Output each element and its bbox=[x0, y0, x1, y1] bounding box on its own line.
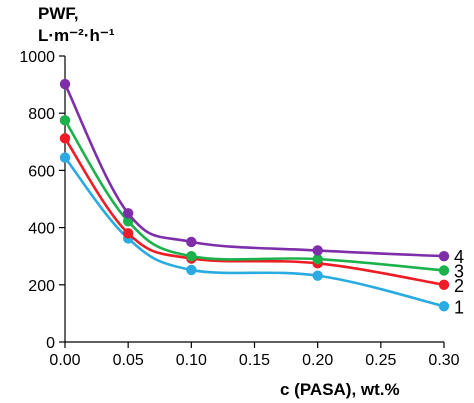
y-tick-label: 400 bbox=[28, 221, 55, 238]
data-point-series-2 bbox=[59, 133, 71, 144]
x-tick-label: 0.25 bbox=[365, 352, 396, 369]
series-label-2: 2 bbox=[454, 276, 464, 296]
series-line-3 bbox=[63, 119, 446, 272]
series-label-3: 3 bbox=[454, 262, 464, 282]
x-tick-label: 0.00 bbox=[49, 352, 80, 369]
data-point-series-1 bbox=[312, 270, 323, 281]
x-tick-label: 0.15 bbox=[239, 352, 270, 369]
y-axis-label-line-1: PWF, bbox=[38, 4, 79, 23]
series-line-2 bbox=[63, 137, 446, 287]
data-point-series-4 bbox=[438, 251, 450, 262]
data-point-series-2 bbox=[122, 228, 134, 239]
x-tick-label: 0.20 bbox=[302, 352, 333, 369]
series-line-4 bbox=[63, 82, 446, 258]
y-tick-label: 200 bbox=[28, 278, 55, 295]
y-tick-label: 600 bbox=[28, 163, 55, 180]
data-point-series-1 bbox=[59, 152, 71, 163]
data-point-series-3 bbox=[59, 115, 71, 126]
data-point-series-4 bbox=[122, 208, 134, 219]
data-point-series-1 bbox=[438, 301, 450, 312]
y-axis-label-line-2: L·m⁻²·h⁻¹ bbox=[38, 26, 115, 45]
x-tick-label: 0.30 bbox=[428, 352, 459, 369]
y-tick-label: 800 bbox=[28, 106, 55, 123]
series-line-1 bbox=[63, 156, 446, 308]
data-point-series-3 bbox=[186, 251, 197, 262]
y-tick-label: 1000 bbox=[19, 49, 55, 66]
data-point-series-4 bbox=[186, 236, 197, 248]
data-point-series-1 bbox=[186, 264, 197, 276]
x-ticks: 0.00 0.05 0.10 0.15 0.20 0.25 0.30 bbox=[49, 342, 460, 369]
series-label-4: 4 bbox=[454, 247, 464, 267]
data-point-series-2 bbox=[438, 279, 450, 290]
y-ticks: 0 200 400 600 800 1000 bbox=[19, 49, 65, 352]
data-point-series-3 bbox=[122, 216, 134, 227]
x-tick-label: 0.05 bbox=[113, 352, 144, 369]
data-point-series-4 bbox=[59, 78, 71, 90]
data-point-series-3 bbox=[312, 253, 323, 265]
x-axis-label: c (PASA), wt.% bbox=[280, 380, 400, 399]
y-tick-label: 0 bbox=[46, 335, 55, 352]
data-point-series-4 bbox=[312, 245, 323, 256]
data-point-series-3 bbox=[438, 265, 450, 276]
x-tick-label: 0.10 bbox=[176, 352, 207, 369]
series-label-1: 1 bbox=[454, 297, 464, 317]
